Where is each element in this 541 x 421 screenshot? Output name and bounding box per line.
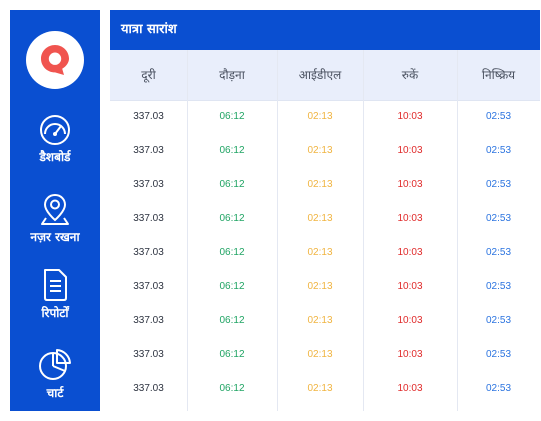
inactive-cell: 02:53 [485,349,512,360]
sidebar-item-reports[interactable]: रिपोर्टों [10,268,100,321]
distance-cell: 337.03 [133,315,164,326]
distance-cell: 337.03 [133,349,164,360]
table-row[interactable]: 337.03 06:12 02:13 10:03 02:53 [110,372,540,406]
running-cell: 06:12 [219,281,245,292]
inactive-cell: 02:53 [485,315,512,326]
column-divider [187,50,188,411]
table-row[interactable]: 337.03 06:12 02:13 10:03 02:53 [110,270,540,304]
running-cell: 06:12 [219,315,245,326]
column-divider [363,50,364,411]
running-cell: 06:12 [219,383,245,394]
column-header-idle[interactable]: आईडीएल [298,68,342,82]
sidebar-item-label: डैशबोर्ड [39,150,71,164]
table-row[interactable]: 337.03 06:12 02:13 10:03 02:53 [110,202,540,236]
sidebar-item-label: नज़र रखना [30,230,80,244]
stopped-cell: 10:03 [397,349,423,360]
table-header: दूरी दौड़ना आईडीएल रुकें निष्क्रिय [110,50,540,101]
distance-cell: 337.03 [133,213,164,224]
pie-chart-icon [39,349,71,380]
idle-cell: 02:13 [307,315,333,326]
idle-cell: 02:13 [307,383,333,394]
inactive-cell: 02:53 [485,179,512,190]
inactive-cell: 02:53 [485,111,512,122]
distance-cell: 337.03 [133,179,164,190]
table-body: 337.03 06:12 02:13 10:03 02:53 337.03 06:12 02:… [110,100,540,406]
running-cell: 06:12 [219,111,245,122]
idle-cell: 02:13 [307,247,333,258]
column-header-running[interactable]: दौड़ना [219,68,245,82]
inactive-cell: 02:53 [485,145,512,156]
sidebar: डैशबोर्ड नज़र रखना रिपोर्टों चार्ट [10,10,100,411]
app-logo[interactable] [26,31,84,89]
sidebar-item-dashboard[interactable]: डैशबोर्ड [10,114,100,165]
stopped-cell: 10:03 [397,111,423,122]
stopped-cell: 10:03 [397,213,423,224]
idle-cell: 02:13 [307,281,333,292]
sidebar-item-label: रिपोर्टों [41,306,69,320]
table-row[interactable]: 337.03 06:12 02:13 10:03 02:53 [110,134,540,168]
location-pin-logo-icon [41,45,69,75]
sidebar-item-tracking[interactable]: नज़र रखना [10,192,100,245]
inactive-cell: 02:53 [485,213,512,224]
idle-cell: 02:13 [307,213,333,224]
distance-cell: 337.03 [133,145,164,156]
table-row[interactable]: 337.03 06:12 02:13 10:03 02:53 [110,338,540,372]
running-cell: 06:12 [219,213,245,224]
stopped-cell: 10:03 [397,315,423,326]
running-cell: 06:12 [219,349,245,360]
sidebar-item-label: चार्ट [46,386,64,400]
running-cell: 06:12 [219,179,245,190]
sidebar-item-charts[interactable]: चार्ट [10,348,100,401]
table-row[interactable]: 337.03 06:12 02:13 10:03 02:53 [110,168,540,202]
idle-cell: 02:13 [307,349,333,360]
running-cell: 06:12 [219,145,245,156]
column-divider [457,50,458,411]
stopped-cell: 10:03 [397,179,423,190]
inactive-cell: 02:53 [485,281,512,292]
inactive-cell: 02:53 [485,383,512,394]
inactive-cell: 02:53 [485,247,512,258]
idle-cell: 02:13 [307,179,333,190]
idle-cell: 02:13 [307,145,333,156]
distance-cell: 337.03 [133,247,164,258]
distance-cell: 337.03 [133,383,164,394]
column-header-inactive[interactable]: निष्क्रिय [481,68,516,82]
trip-summary-panel: यात्रा सारांश दूरी दौड़ना आईडीएल रुकें न… [110,10,540,411]
distance-cell: 337.03 [133,281,164,292]
column-divider [277,50,278,411]
stopped-cell: 10:03 [397,383,423,394]
stopped-cell: 10:03 [397,145,423,156]
panel-title: यात्रा सारांश [110,10,540,50]
document-icon [44,269,67,301]
running-cell: 06:12 [219,247,245,258]
idle-cell: 02:13 [307,111,333,122]
distance-cell: 337.03 [133,111,164,122]
column-header-stopped[interactable]: रुकें [401,68,419,82]
table-row[interactable]: 337.03 06:12 02:13 10:03 02:53 [110,100,540,134]
column-header-distance[interactable]: दूरी [141,68,156,82]
stopped-cell: 10:03 [397,247,423,258]
table-row[interactable]: 337.03 06:12 02:13 10:03 02:53 [110,304,540,338]
table-row[interactable]: 337.03 06:12 02:13 10:03 02:53 [110,236,540,270]
map-pin-icon [41,193,69,225]
stopped-cell: 10:03 [397,281,423,292]
speedometer-icon [40,115,70,145]
